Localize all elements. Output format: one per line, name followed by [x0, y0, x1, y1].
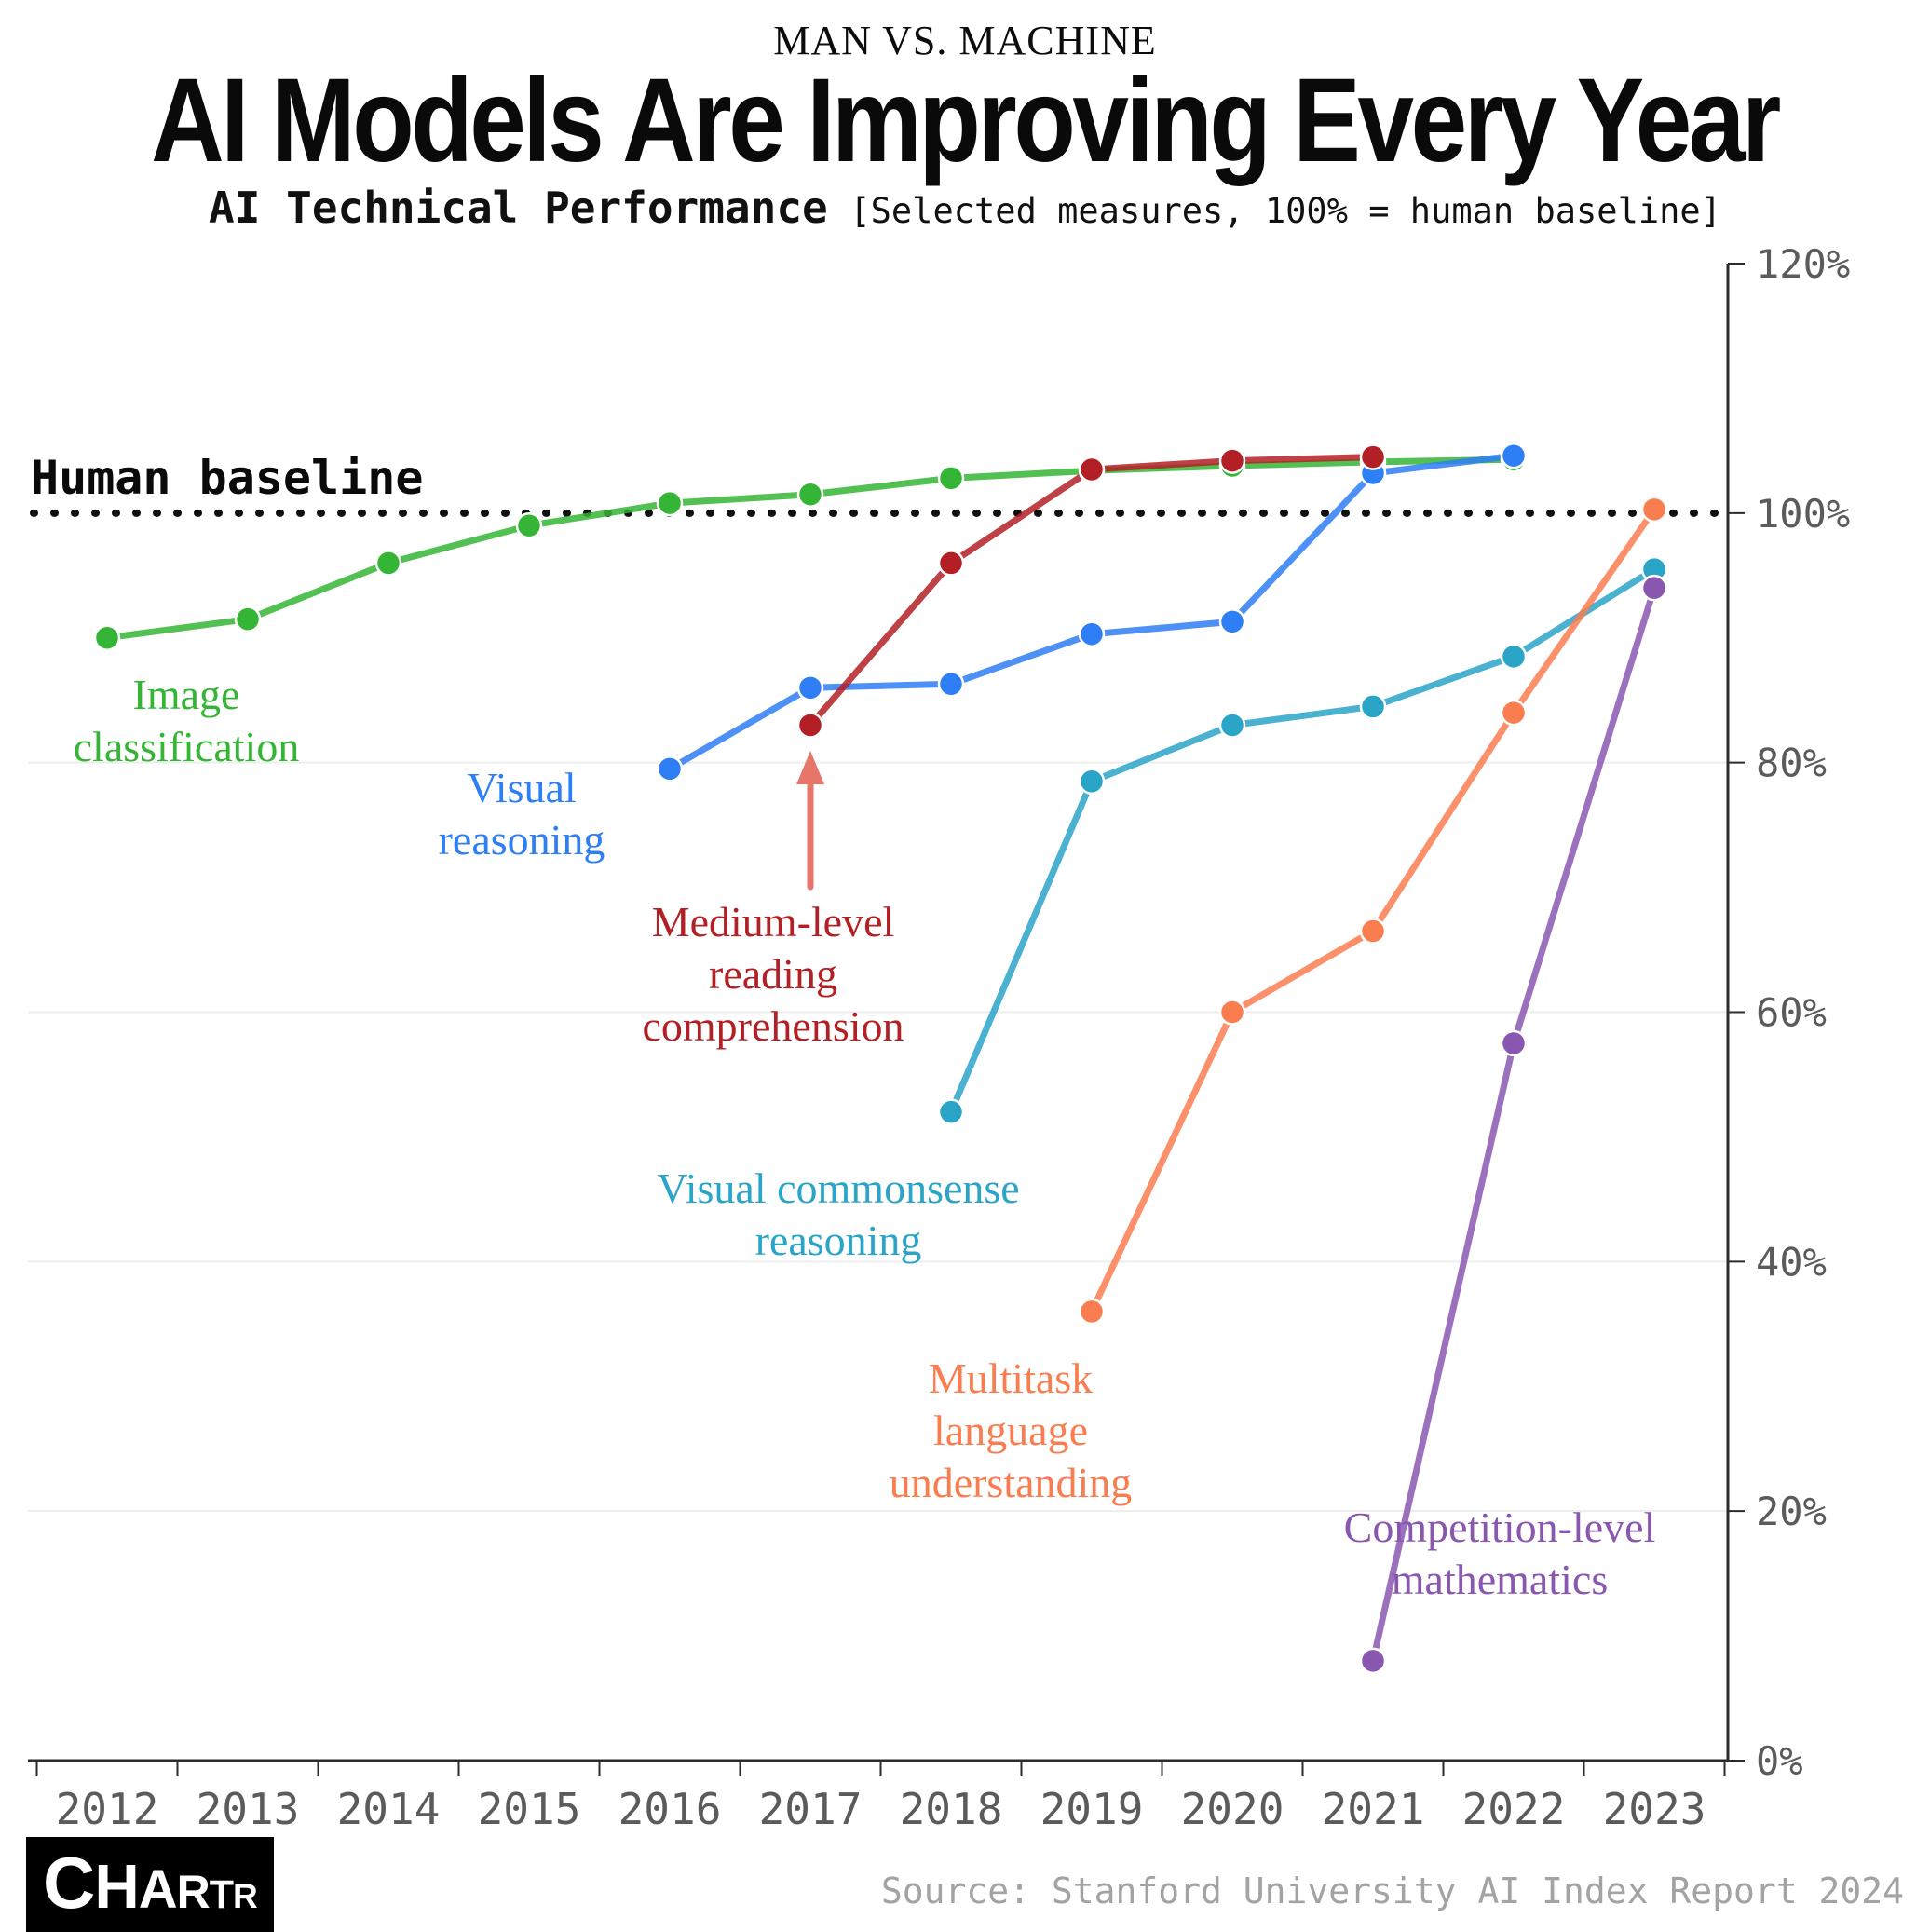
logo-letter: C: [43, 1842, 95, 1924]
series-label-image-classification: Image classification: [73, 671, 300, 771]
x-tick-label-2022: 2022: [1462, 1784, 1566, 1834]
data-point-multitask-language-2022: [1500, 699, 1528, 727]
data-point-multitask-language-2023: [1640, 496, 1668, 524]
page-title: AI Models Are Improving Every Year: [0, 52, 1930, 189]
data-point-image-classification-2016: [656, 489, 684, 517]
chart-subtitle-note: [Selected measures, 100% = human baselin…: [849, 191, 1721, 231]
x-tick-label-2020: 2020: [1181, 1784, 1284, 1834]
y-tick-label-20: 20%: [1756, 1489, 1827, 1534]
data-point-reading-comprehension-2021: [1359, 443, 1387, 470]
x-tick-label-2018: 2018: [900, 1784, 1003, 1834]
series-line-competition-math: [1369, 584, 1658, 1665]
y-tick-label-80: 80%: [1756, 741, 1827, 786]
data-point-visual-commonsense-2022: [1500, 643, 1528, 671]
y-tick-label-60: 60%: [1756, 990, 1827, 1036]
data-point-reading-comprehension-2019: [1078, 456, 1106, 483]
data-point-visual-commonsense-2021: [1359, 693, 1387, 720]
page-title-text: AI Models Are Improving Every Year: [151, 54, 1782, 187]
data-point-multitask-language-2019: [1078, 1298, 1106, 1326]
logo-letter: R: [176, 1866, 211, 1918]
annotation-arrow-head: [796, 751, 824, 784]
data-point-visual-reasoning-2018: [937, 671, 965, 698]
data-point-reading-comprehension-2018: [937, 550, 965, 577]
y-tick-label-40: 40%: [1756, 1239, 1827, 1285]
x-tick-label-2012: 2012: [56, 1784, 159, 1834]
y-tick-label-100: 100%: [1756, 491, 1850, 537]
data-point-image-classification-2018: [937, 465, 965, 492]
data-point-visual-reasoning-2016: [656, 755, 684, 782]
x-tick-label-2019: 2019: [1040, 1784, 1144, 1834]
data-point-multitask-language-2021: [1359, 918, 1387, 945]
data-point-visual-reasoning-2022: [1500, 442, 1528, 469]
series-label-visual-commonsense: Visual commonsense reasoning: [657, 1164, 1020, 1265]
data-point-competition-math-2021: [1359, 1647, 1387, 1675]
data-point-visual-commonsense-2019: [1078, 768, 1106, 796]
series-label-competition-math: Competition-level mathematics: [1343, 1503, 1656, 1604]
y-tick-label-120: 120%: [1756, 241, 1850, 287]
x-tick-label-2015: 2015: [478, 1784, 581, 1834]
series-label-visual-reasoning: Visual reasoning: [438, 764, 605, 864]
data-point-competition-math-2022: [1500, 1029, 1528, 1057]
logo-letter: R: [233, 1877, 258, 1915]
data-point-visual-commonsense-2020: [1218, 712, 1246, 739]
x-tick-label-2013: 2013: [197, 1784, 300, 1834]
data-point-image-classification-2014: [374, 550, 402, 577]
data-point-image-classification-2017: [796, 481, 824, 508]
data-point-reading-comprehension-2017: [796, 712, 824, 739]
data-point-image-classification-2013: [234, 605, 262, 633]
data-point-image-classification-2012: [93, 624, 121, 651]
x-tick-label-2021: 2021: [1322, 1784, 1425, 1834]
x-tick-label-2014: 2014: [337, 1784, 441, 1834]
x-tick-label-2023: 2023: [1603, 1784, 1706, 1834]
series-line-visual-commonsense: [947, 565, 1658, 1116]
x-tick-label-2017: 2017: [759, 1784, 863, 1834]
human-baseline-label: Human baseline: [31, 451, 424, 505]
data-point-visual-commonsense-2018: [937, 1098, 965, 1125]
data-point-reading-comprehension-2020: [1218, 447, 1246, 474]
series-line-visual-reasoning: [666, 452, 1517, 772]
data-point-multitask-language-2020: [1218, 999, 1246, 1026]
chart-subtitle-bold: AI Technical Performance: [209, 183, 828, 233]
series-label-multitask-language: Multitask language understanding: [889, 1354, 1133, 1507]
data-point-competition-math-2023: [1640, 574, 1668, 602]
kicker: MAN VS. MACHINE: [773, 18, 1157, 63]
logo-letter: T: [209, 1872, 234, 1917]
x-tick-label-2016: 2016: [618, 1784, 722, 1834]
data-point-visual-reasoning-2020: [1218, 608, 1246, 635]
data-point-image-classification-2015: [515, 511, 543, 539]
logo-letter: H: [94, 1852, 139, 1922]
logo-letter: A: [138, 1859, 178, 1920]
source-credit: Source: Stanford University AI Index Rep…: [880, 1871, 1904, 1912]
series-label-reading-comprehension: Medium-level reading comprehension: [642, 898, 904, 1051]
y-tick-label-0: 0%: [1756, 1738, 1803, 1784]
data-point-visual-reasoning-2019: [1078, 620, 1106, 647]
data-point-visual-reasoning-2017: [796, 674, 824, 701]
chart-subtitle: AI Technical Performance [Selected measu…: [0, 183, 1930, 233]
